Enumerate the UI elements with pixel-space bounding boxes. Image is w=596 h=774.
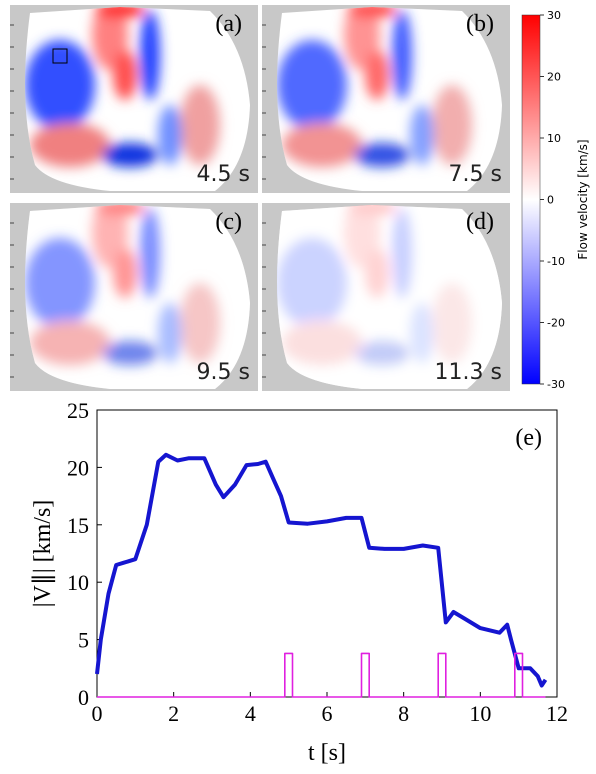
colorbar-tick-label: 20 [547, 71, 561, 84]
x-tick-label: 12 [546, 701, 568, 726]
y-tick-label: 5 [78, 628, 89, 653]
colorbar-label: Flow velocity [km/s] [576, 139, 590, 259]
y-tick-label: 25 [67, 398, 89, 423]
colorbar-tick-label: -10 [547, 255, 565, 268]
y-tick-label: 15 [67, 513, 89, 538]
panel-time: 7.5 s [449, 162, 502, 187]
fade-overlay [277, 205, 502, 389]
x-tick-label: 10 [469, 701, 491, 726]
y-axis-label: |V∥| [km/s] [30, 500, 56, 608]
y-tick-label: 10 [67, 570, 89, 595]
colorbar [521, 14, 541, 385]
y-tick-label: 20 [67, 455, 89, 480]
panel-label: (d) [466, 209, 494, 235]
colorbar-tick-label: -20 [547, 317, 565, 330]
panel-label: (c) [215, 209, 242, 235]
x-tick-label: 8 [398, 701, 409, 726]
panel-time: 9.5 s [197, 360, 250, 385]
data-line [95, 452, 548, 688]
panel-time: 11.3 s [435, 360, 502, 385]
panel-label: (b) [466, 11, 494, 37]
panel-label: (a) [215, 11, 242, 37]
roi-box [52, 48, 68, 64]
y-tick-label: 0 [78, 685, 89, 710]
x-axis-label: t [s] [308, 740, 346, 766]
fade-overlay [277, 7, 502, 191]
colorbar-tick-label: 30 [547, 9, 561, 22]
heatmap-panels: (a) 4.5 s (b) 7.5 s (c) 9.5 s (d) 11.3 s 30 20 10 0… [10, 0, 590, 391]
colorbar-tick-label: 0 [547, 194, 554, 207]
x-tick-label: 0 [92, 701, 103, 726]
x-tick-label: 6 [322, 701, 333, 726]
colorbar-tick-label: 10 [547, 132, 561, 145]
x-tick-label: 4 [245, 701, 256, 726]
fade-overlay [25, 205, 250, 389]
x-tick-label: 2 [168, 701, 179, 726]
colorbar-tick-label: -30 [547, 378, 565, 391]
panel-time: 4.5 s [197, 162, 250, 187]
line-chart: 0 2 4 6 8 10 12 0 5 10 15 20 25 t [s] |V∥| [km/s] (e) [30, 398, 568, 766]
data-line [97, 652, 546, 698]
panel-label: (e) [515, 425, 542, 451]
